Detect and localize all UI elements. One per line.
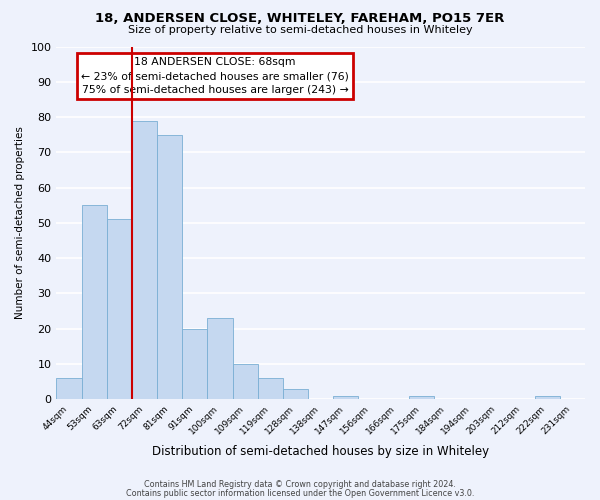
Bar [208,318,233,399]
Bar [182,328,208,399]
Bar [132,120,157,399]
Text: Contains public sector information licensed under the Open Government Licence v3: Contains public sector information licen… [126,488,474,498]
Text: Size of property relative to semi-detached houses in Whiteley: Size of property relative to semi-detach… [128,25,472,35]
Bar [333,396,358,399]
Text: 18, ANDERSEN CLOSE, WHITELEY, FAREHAM, PO15 7ER: 18, ANDERSEN CLOSE, WHITELEY, FAREHAM, P… [95,12,505,26]
X-axis label: Distribution of semi-detached houses by size in Whiteley: Distribution of semi-detached houses by … [152,444,489,458]
Bar [157,134,182,399]
Text: 18 ANDERSEN CLOSE: 68sqm
← 23% of semi-detached houses are smaller (76)
75% of s: 18 ANDERSEN CLOSE: 68sqm ← 23% of semi-d… [81,57,349,95]
Bar [283,388,308,399]
Text: Contains HM Land Registry data © Crown copyright and database right 2024.: Contains HM Land Registry data © Crown c… [144,480,456,489]
Bar [107,220,132,399]
Y-axis label: Number of semi-detached properties: Number of semi-detached properties [15,126,25,320]
Bar [233,364,258,399]
Bar [56,378,82,399]
Bar [535,396,560,399]
Bar [82,205,107,399]
Bar [409,396,434,399]
Bar [258,378,283,399]
